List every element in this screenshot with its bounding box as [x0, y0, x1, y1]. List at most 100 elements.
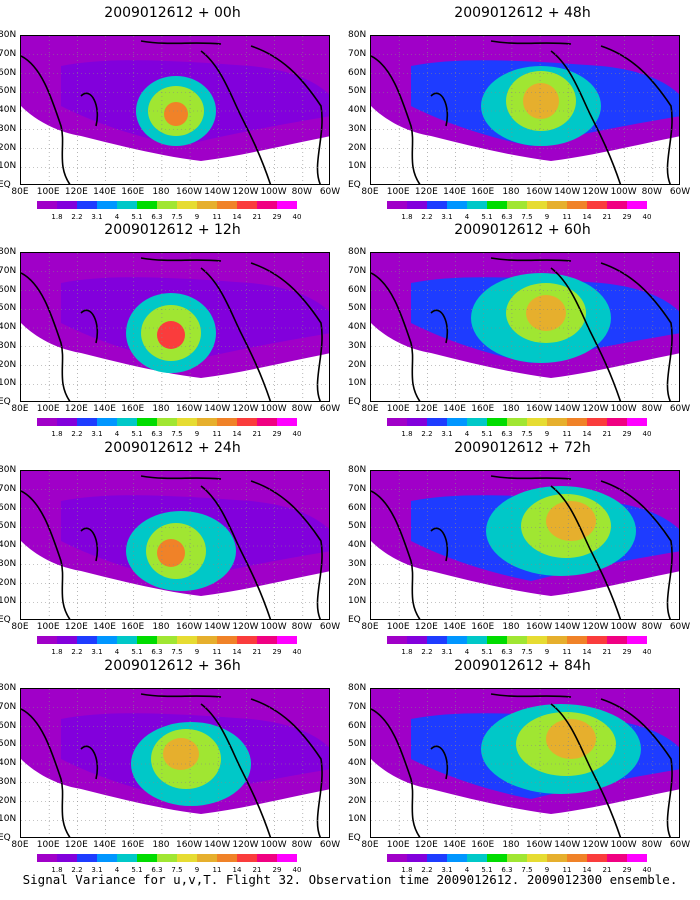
lat-tick-label: 10N: [0, 814, 17, 825]
colorbar-swatch: [217, 418, 237, 426]
lat-tick-label: 50N: [0, 739, 17, 750]
variance-field: [21, 471, 329, 619]
map-panel: 2009012612 + 60h 80N 70N 60N 50N 40N 30N 20N 10N…: [348, 222, 695, 442]
lat-tick-label: 30N: [0, 340, 17, 351]
lon-tick-label: 160W: [176, 404, 203, 414]
colorbar-swatch: [137, 854, 157, 862]
colorbar-label: 6.3: [151, 213, 163, 221]
contour-fill-high: [163, 738, 199, 770]
colorbar-swatch: [487, 418, 507, 426]
colorbar-label: 7.5: [171, 213, 183, 221]
colorbar-label: 9: [544, 430, 550, 438]
colorbar-swatch: [157, 201, 177, 209]
colorbar-swatch: [607, 854, 627, 862]
colorbar-label: 21: [602, 648, 612, 656]
lon-tick-label: 120W: [582, 840, 609, 850]
colorbar-swatch: [547, 854, 567, 862]
colorbar-label: 4: [114, 866, 120, 874]
colorbar-swatch: [137, 636, 157, 644]
colorbar-label: 5.1: [481, 866, 493, 874]
colorbar-label: 4: [464, 648, 470, 656]
colorbar-swatch: [97, 418, 117, 426]
lat-tick-label: 50N: [0, 303, 17, 314]
colorbar-swatch: [137, 418, 157, 426]
colorbar-label: 29: [272, 866, 282, 874]
map-plot-area: [370, 35, 680, 185]
colorbar-swatch: [527, 418, 547, 426]
lon-tick-label: 60W: [319, 840, 341, 850]
lon-tick-label: 160W: [176, 187, 203, 197]
lat-tick-label: 40N: [0, 540, 17, 550]
colorbar-label: 21: [602, 866, 612, 874]
lat-tick-label: 20N: [0, 142, 17, 153]
colorbar-swatch: [407, 636, 427, 644]
lon-tick-label: 140E: [93, 840, 116, 850]
colorbar-swatch: [137, 201, 157, 209]
lon-tick-label: 80W: [291, 840, 312, 850]
colorbar: [387, 418, 647, 426]
lon-tick-label: 60W: [319, 622, 341, 632]
lon-tick-label: 180: [502, 840, 520, 850]
lon-tick-label: 80W: [291, 187, 312, 197]
variance-field: [371, 36, 679, 184]
colorbar-label: 5.1: [131, 648, 143, 656]
colorbar-swatch: [387, 854, 407, 862]
lat-tick-label: 70N: [348, 265, 367, 276]
colorbar-label: 21: [252, 648, 262, 656]
lat-tick-label: 80N: [348, 30, 367, 40]
lat-tick-label: 60N: [0, 284, 17, 295]
panel-title: 2009012612 + 12h: [104, 222, 241, 238]
colorbar-label: 6.3: [151, 648, 163, 656]
lat-tick-label: 10N: [348, 596, 367, 607]
lat-tick-label: 70N: [348, 483, 367, 494]
colorbar-label: 40: [642, 213, 652, 221]
colorbar-label: 2.2: [71, 648, 83, 656]
lat-tick-label: 60N: [0, 720, 17, 731]
lat-tick-label: 70N: [348, 701, 367, 712]
lat-tick-label: 80N: [0, 247, 17, 257]
colorbar: [37, 201, 297, 209]
colorbar-label: 2.2: [421, 866, 433, 874]
colorbar-label: 3.1: [441, 213, 453, 221]
lon-tick-label: 120W: [582, 187, 609, 197]
lon-tick-label: 80E: [11, 622, 29, 632]
lat-tick-label: 20N: [348, 142, 367, 153]
lon-tick-label: 140W: [554, 187, 581, 197]
colorbar: [387, 854, 647, 862]
colorbar-swatch: [97, 854, 117, 862]
lat-tick-label: 70N: [0, 483, 17, 494]
colorbar-swatch: [57, 201, 77, 209]
lat-tick-label: 10N: [348, 814, 367, 825]
lat-tick-label: 40N: [0, 105, 17, 115]
colorbar-label: 3.1: [441, 648, 453, 656]
colorbar-swatch: [407, 854, 427, 862]
colorbar-label: 2.2: [421, 213, 433, 221]
colorbar: [37, 854, 297, 862]
figure-caption: Signal Variance for u,v,T. Flight 32. Ob…: [22, 872, 678, 887]
colorbar-swatch: [407, 201, 427, 209]
colorbar-label: 29: [272, 430, 282, 438]
colorbar-swatch: [177, 636, 197, 644]
lon-tick-label: 120E: [64, 187, 88, 197]
colorbar-label: 29: [622, 430, 632, 438]
variance-field: [21, 36, 329, 184]
lat-tick-label: 70N: [0, 701, 17, 712]
lon-tick-label: 60W: [669, 840, 691, 850]
colorbar-label: 29: [622, 866, 632, 874]
colorbar-label: 21: [252, 213, 262, 221]
colorbar-swatch: [387, 201, 407, 209]
lon-tick-label: 120W: [582, 404, 609, 414]
lon-tick-label: 160W: [176, 622, 203, 632]
colorbar-label: 29: [622, 648, 632, 656]
lon-tick-label: 80W: [291, 622, 312, 632]
contour-fill-high: [523, 83, 559, 119]
colorbar-swatch: [277, 854, 297, 862]
map-panel: 2009012612 + 12h 80N 70N 60N 50N 40N 30N 20N 10N…: [0, 222, 345, 442]
lon-tick-label: 100E: [386, 187, 410, 197]
lon-tick-label: 160W: [176, 840, 203, 850]
lon-tick-label: 180: [502, 187, 520, 197]
lon-tick-label: 60W: [319, 187, 341, 197]
colorbar-swatch: [547, 636, 567, 644]
colorbar-label: 4: [114, 648, 120, 656]
colorbar-label: 40: [642, 648, 652, 656]
